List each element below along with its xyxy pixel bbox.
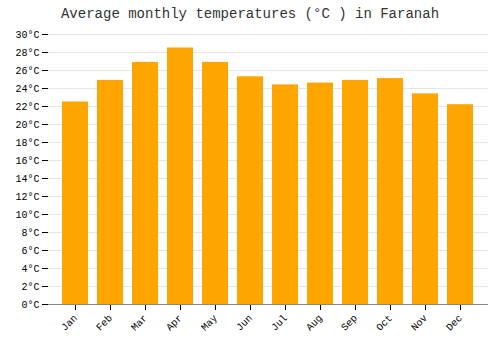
- svg-text:Oct: Oct: [374, 313, 395, 334]
- svg-text:14°C: 14°C: [15, 174, 39, 185]
- svg-text:Nov: Nov: [409, 313, 430, 334]
- svg-text:16°C: 16°C: [15, 156, 39, 167]
- svg-text:20°C: 20°C: [15, 120, 39, 131]
- svg-text:May: May: [199, 313, 220, 334]
- svg-text:0°C: 0°C: [21, 300, 39, 311]
- svg-text:Mar: Mar: [129, 313, 150, 334]
- svg-text:30°C: 30°C: [15, 30, 39, 41]
- svg-text:2°C: 2°C: [21, 282, 39, 293]
- svg-text:8°C: 8°C: [21, 228, 39, 239]
- svg-text:4°C: 4°C: [21, 264, 39, 275]
- svg-text:18°C: 18°C: [15, 138, 39, 149]
- svg-text:Dec: Dec: [444, 313, 465, 334]
- svg-text:Jun: Jun: [234, 313, 255, 334]
- svg-text:Feb: Feb: [94, 313, 115, 334]
- svg-text:Jan: Jan: [59, 313, 80, 334]
- svg-text:24°C: 24°C: [15, 84, 39, 95]
- svg-text:12°C: 12°C: [15, 192, 39, 203]
- svg-text:28°C: 28°C: [15, 48, 39, 59]
- svg-text:6°C: 6°C: [21, 246, 39, 257]
- svg-text:Jul: Jul: [269, 313, 290, 334]
- svg-text:22°C: 22°C: [15, 102, 39, 113]
- html-text:Average monthly temperatures (: Average monthly temperatures (°C ) in Fa…: [61, 6, 439, 22]
- svg-text:Aug: Aug: [304, 313, 325, 334]
- svg-text:Apr: Apr: [164, 313, 185, 334]
- svg-text:Sep: Sep: [339, 313, 360, 334]
- svg-text:10°C: 10°C: [15, 210, 39, 221]
- svg-text:26°C: 26°C: [15, 66, 39, 77]
